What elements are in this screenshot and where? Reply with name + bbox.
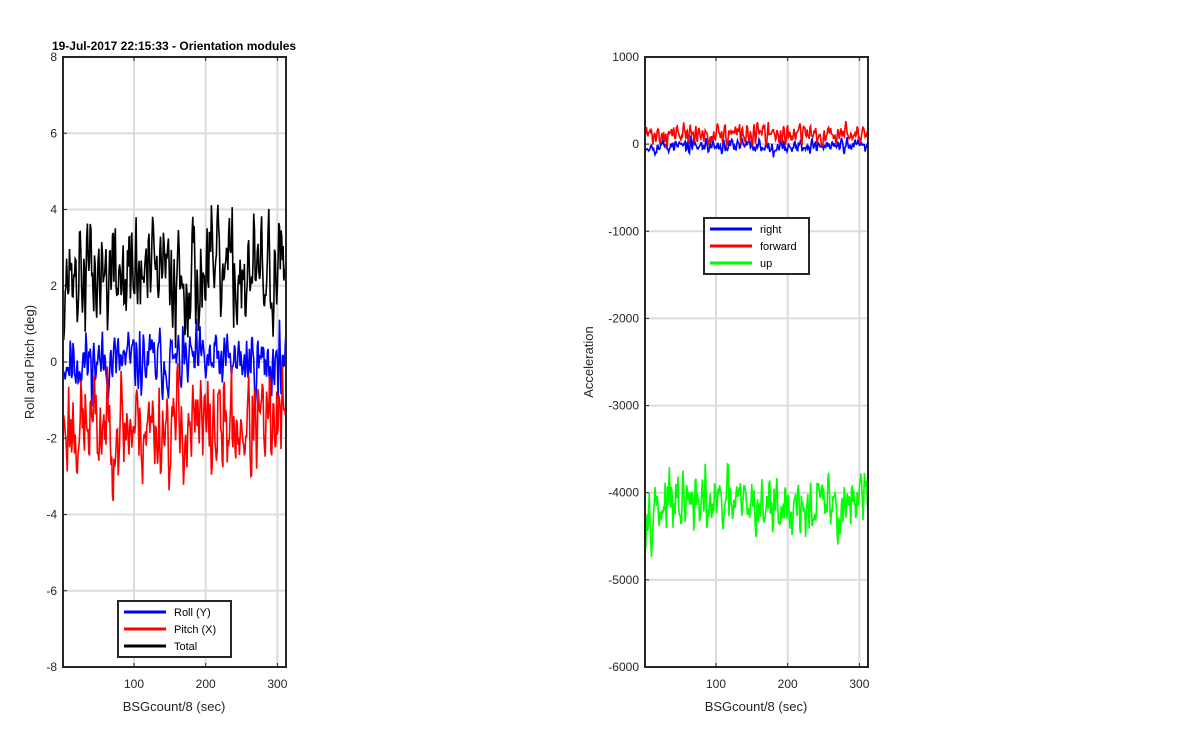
x-tick-label: 200 (778, 677, 798, 691)
legend-label: up (760, 258, 772, 270)
legend-label: Total (174, 641, 197, 653)
legend: right forward up (703, 217, 810, 275)
legend-label: right (760, 224, 781, 236)
y-tick-label: 0 (50, 355, 57, 369)
x-tick-label: 100 (706, 677, 726, 691)
y-tick-label: 2 (50, 279, 57, 293)
series-line-pitch-x (63, 363, 286, 502)
y-tick-labels: -6000 -5000 -4000 -3000 -2000 -1000 0 1000 (608, 50, 639, 674)
series-line-up (645, 462, 868, 558)
y-tick-label: 8 (50, 50, 57, 64)
y-tick-label: 4 (50, 203, 57, 217)
chart-title: 19-Jul-2017 22:15:33 - Orientation modul… (52, 39, 296, 53)
x-axis-label: BSGcount/8 (sec) (705, 699, 808, 714)
legend-label: Pitch (X) (174, 624, 216, 636)
x-tick-label: 100 (124, 677, 144, 691)
y-tick-label: -5000 (608, 573, 639, 587)
x-tick-labels: 100 200 300 (706, 677, 870, 691)
y-tick-label: -3000 (608, 399, 639, 413)
y-tick-label: -1000 (608, 224, 639, 238)
orientation-chart: 100 200 300 -8 -6 -4 -2 0 2 4 6 8 19-Jul-2017 22:1… (22, 39, 296, 714)
y-tick-label: -8 (46, 660, 57, 674)
y-tick-label: -4 (46, 508, 57, 522)
series-line-forward (645, 120, 868, 149)
y-tick-label: 6 (50, 126, 57, 140)
y-axis-label: Roll and Pitch (deg) (22, 305, 37, 419)
y-tick-label: -6000 (608, 660, 639, 674)
series-line-roll-y (63, 318, 286, 407)
series-lines (645, 120, 868, 558)
y-tick-labels: -8 -6 -4 -2 0 2 4 6 8 (46, 50, 57, 674)
y-tick-label: -6 (46, 584, 57, 598)
y-tick-label: 0 (632, 137, 639, 151)
y-tick-label: -2 (46, 431, 57, 445)
y-tick-label: -2000 (608, 311, 639, 325)
plot-area (645, 57, 868, 667)
series-lines (63, 204, 286, 502)
series-line-total (63, 204, 286, 349)
x-axis-label: BSGcount/8 (sec) (123, 699, 226, 714)
legend-label: forward (760, 241, 797, 253)
series-line-right (645, 135, 868, 158)
grid (645, 56, 868, 668)
plot-frame (644, 56, 869, 668)
x-tick-label: 300 (849, 677, 869, 691)
y-axis-label: Acceleration (581, 326, 596, 398)
y-tick-label: -4000 (608, 486, 639, 500)
x-tick-label: 200 (196, 677, 216, 691)
legend-label: Roll (Y) (174, 607, 211, 619)
y-tick-label: 1000 (612, 50, 639, 64)
x-tick-label: 300 (267, 677, 287, 691)
x-tick-labels: 100 200 300 (124, 677, 288, 691)
plot-frame (62, 56, 287, 668)
acceleration-chart: 100 200 300 -6000 -5000 -4000 -3000 -2000 -1000… (581, 50, 870, 714)
legend: Roll (Y) Pitch (X) Total (117, 600, 232, 658)
